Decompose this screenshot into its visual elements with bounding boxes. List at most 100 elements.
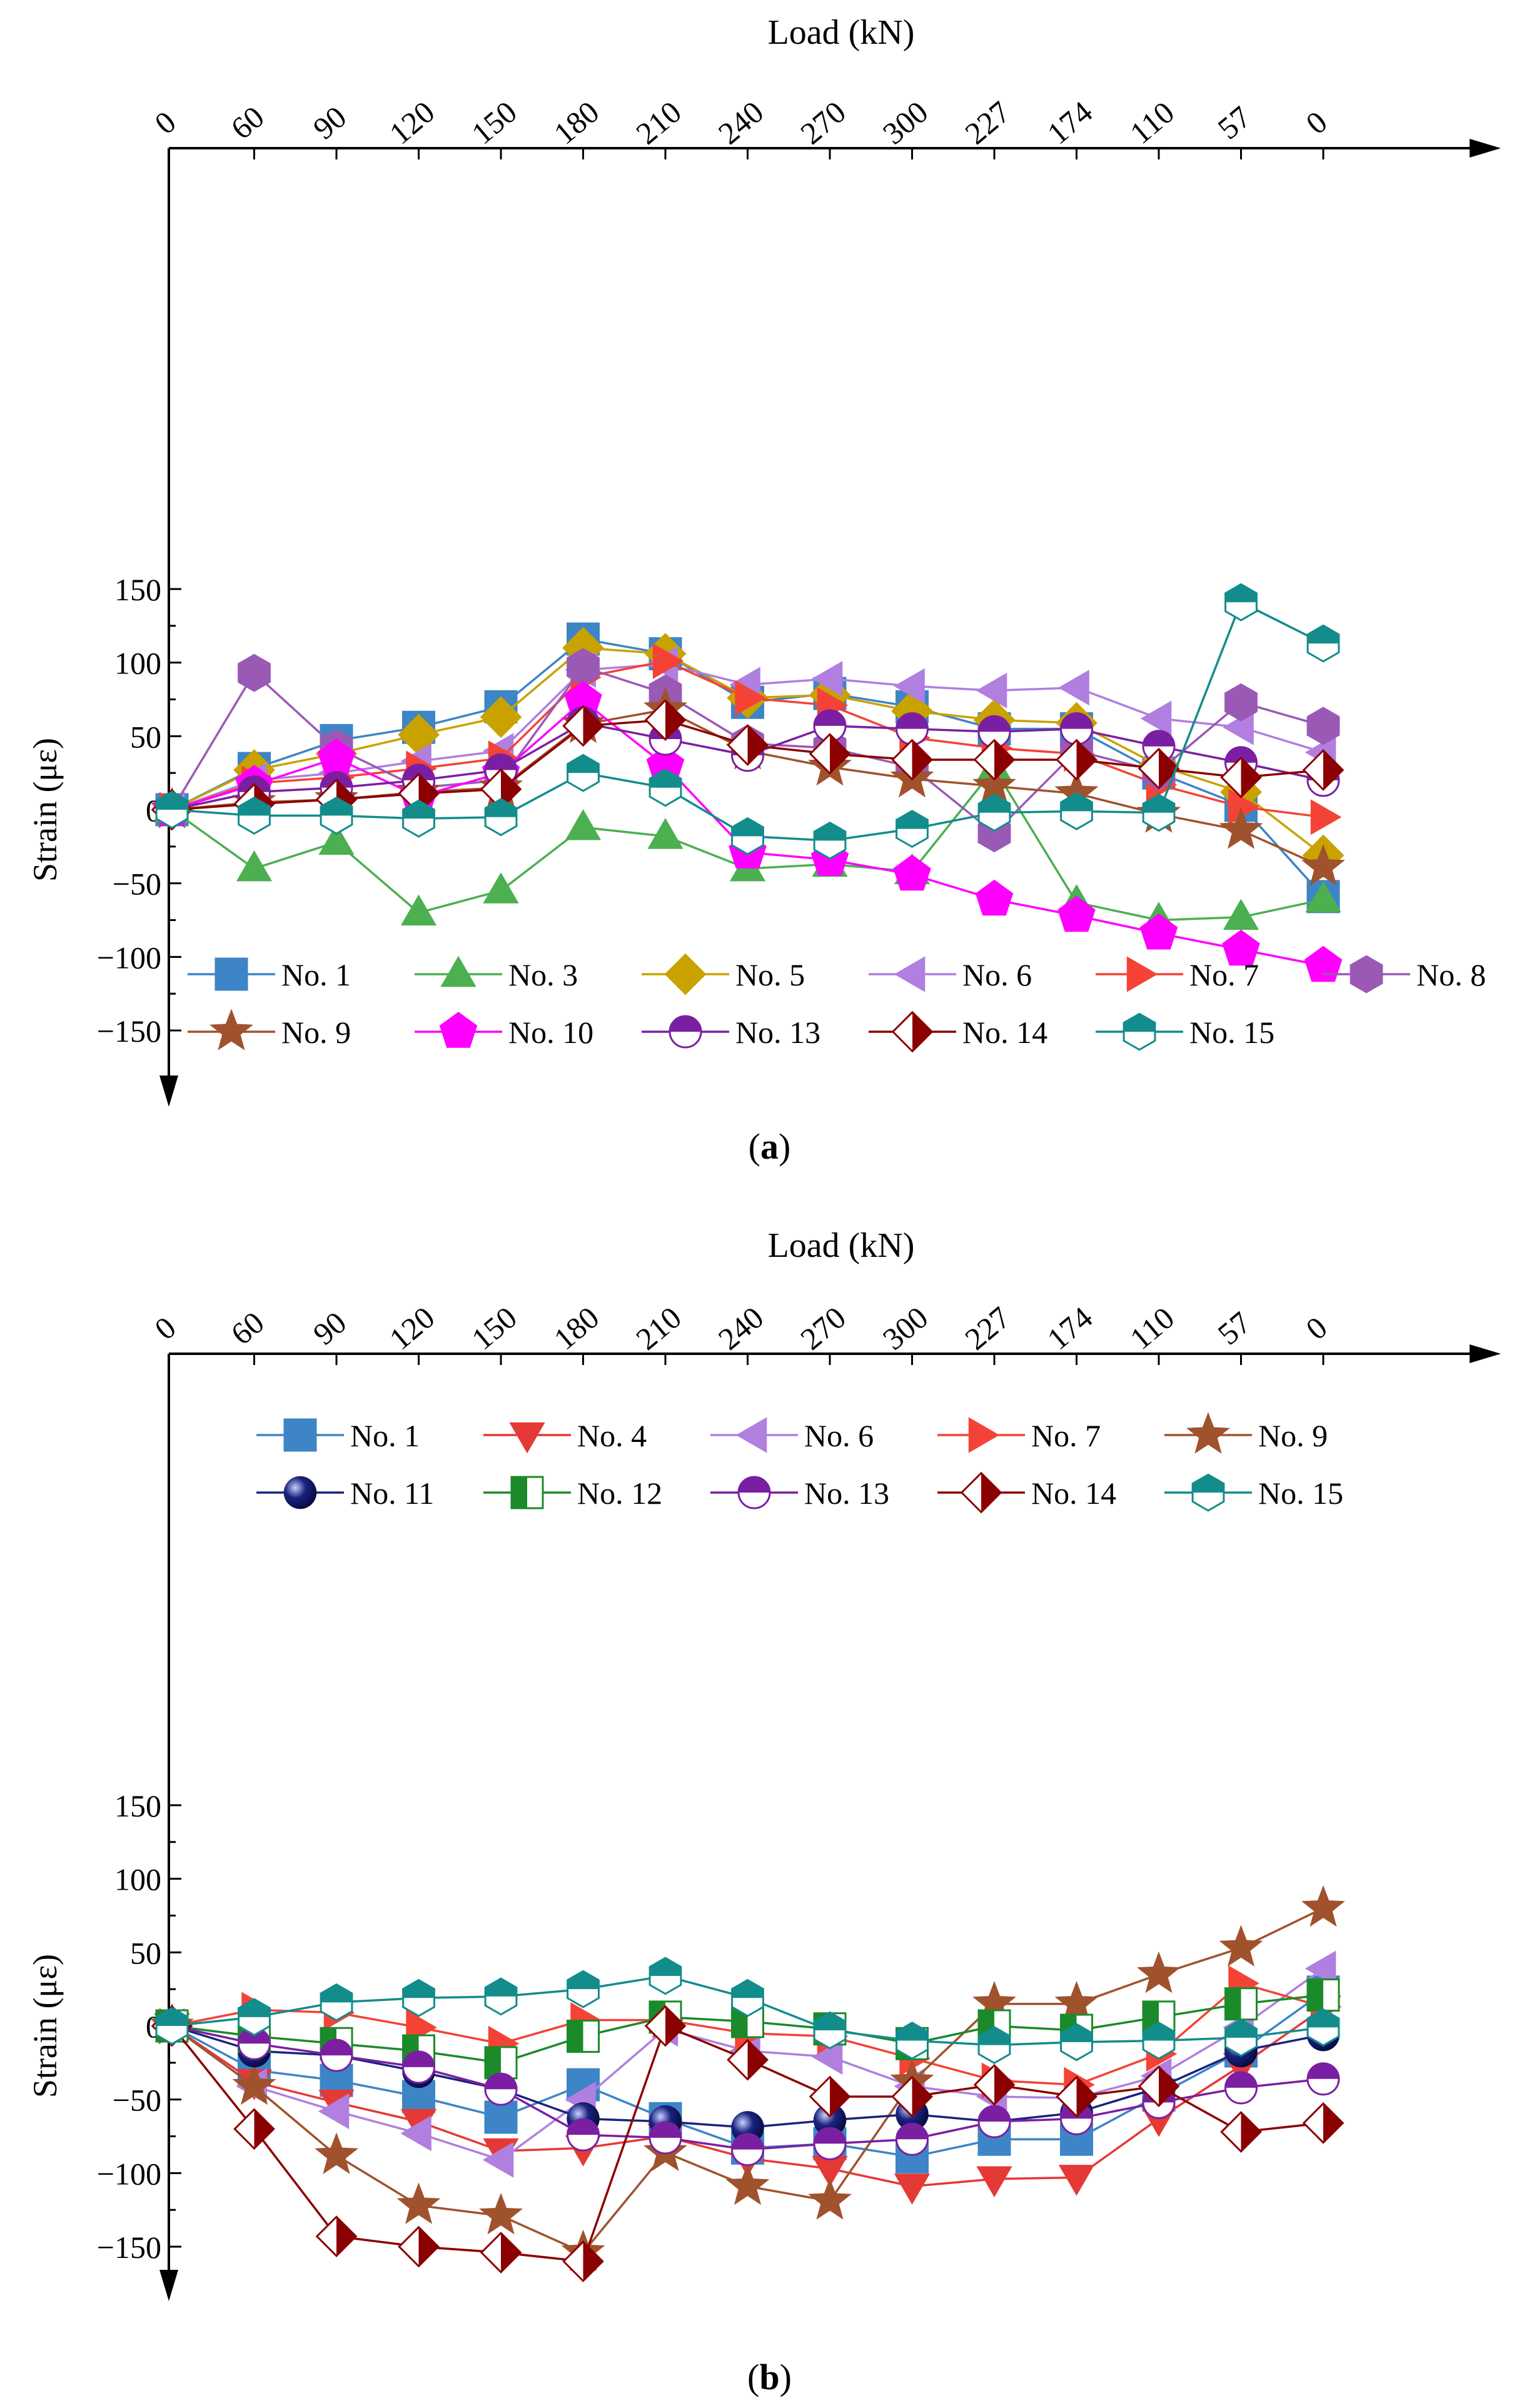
y-tick-label-a-4: −50 bbox=[113, 867, 161, 902]
data-point-b-no-15-11 bbox=[1060, 2023, 1093, 2062]
y-tick-label-a-5: −100 bbox=[97, 940, 161, 975]
data-point-b-no-13-5 bbox=[567, 2118, 600, 2152]
data-point-a-no-3-13 bbox=[1223, 899, 1259, 930]
legend-item-b-no-15: No. 15 bbox=[1164, 1473, 1343, 1512]
legend-item-a-no-14: No. 14 bbox=[869, 1010, 1047, 1053]
data-point-a-no-10-13 bbox=[1222, 929, 1260, 966]
legend-marker-a-no-8 bbox=[1350, 955, 1383, 994]
legend-label-a-no-14: No. 14 bbox=[962, 1015, 1047, 1050]
y-axis-label-a: Strain (με) bbox=[26, 738, 64, 882]
x-tick-label-a-7: 240 bbox=[712, 94, 770, 151]
data-point-a-no-14-6 bbox=[644, 699, 687, 741]
x-tick-label-b-0: 0 bbox=[148, 1309, 182, 1346]
legend-marker-a-no-7 bbox=[1126, 956, 1158, 992]
data-point-a-no-14-7 bbox=[727, 724, 769, 766]
legend-marker-b-no-7 bbox=[968, 1417, 1000, 1453]
legend-marker-b-no-11 bbox=[283, 1476, 317, 1509]
legend-marker-a-no-1 bbox=[214, 957, 248, 991]
data-point-a-no-14-13 bbox=[1220, 756, 1262, 798]
x-tick-label-b-6: 210 bbox=[629, 1299, 687, 1356]
data-point-b-no-13-13 bbox=[1224, 2071, 1258, 2105]
data-point-b-no-1-4 bbox=[484, 2100, 518, 2134]
x-tick-label-a-4: 150 bbox=[465, 94, 523, 151]
legend-item-a-no-10: No. 10 bbox=[415, 1012, 593, 1050]
legend-item-a-no-13: No. 13 bbox=[642, 1015, 820, 1050]
data-point-b-no-6-8 bbox=[811, 2038, 843, 2075]
legend-marker-b-no-14 bbox=[960, 1471, 1002, 1514]
x-tick-label-b-14: 0 bbox=[1299, 1309, 1333, 1346]
data-point-b-no-14-4 bbox=[480, 2232, 522, 2274]
data-point-b-no-4-9 bbox=[894, 2174, 931, 2205]
series-b-no-14 bbox=[151, 2005, 1345, 2282]
legend-marker-a-no-3 bbox=[440, 955, 477, 987]
legend-item-b-no-11: No. 11 bbox=[256, 1476, 434, 1511]
data-point-a-no-10-9 bbox=[893, 854, 931, 891]
data-point-a-no-15-7 bbox=[731, 817, 764, 855]
x-tick-label-b-7: 240 bbox=[712, 1299, 770, 1356]
data-point-a-no-15-5 bbox=[567, 753, 600, 792]
legend-label-a-no-1: No. 1 bbox=[281, 957, 351, 992]
legend-item-b-no-12: No. 12 bbox=[483, 1476, 662, 1511]
data-point-a-no-8-1 bbox=[238, 653, 271, 692]
data-point-a-no-15-9 bbox=[896, 810, 929, 849]
y-tick-label-a-0: 150 bbox=[114, 572, 161, 607]
data-point-a-no-6-9 bbox=[894, 668, 925, 704]
x-tick-label-b-11: 174 bbox=[1041, 1299, 1099, 1356]
data-point-b-no-14-8 bbox=[809, 2075, 851, 2118]
x-tick-label-b-12: 110 bbox=[1123, 1300, 1181, 1356]
panel-caption-b-letter: b bbox=[759, 2357, 780, 2397]
data-point-b-no-13-7 bbox=[731, 2133, 764, 2167]
legend-label-a-no-5: No. 5 bbox=[735, 957, 805, 992]
data-point-b-no-14-3 bbox=[398, 2225, 440, 2268]
data-point-b-no-15-6 bbox=[648, 1957, 682, 1995]
data-point-b-no-12-14 bbox=[1306, 1978, 1340, 2012]
data-point-b-no-14-7 bbox=[727, 2038, 769, 2081]
legend-marker-b-no-9 bbox=[1186, 1412, 1230, 1454]
legend-label-b-no-13: No. 13 bbox=[804, 1476, 889, 1511]
x-axis-arrow-b bbox=[1470, 1344, 1501, 1363]
data-point-b-no-12-7 bbox=[731, 2005, 764, 2038]
data-point-a-no-3-1 bbox=[236, 850, 273, 882]
data-point-a-no-14-5 bbox=[562, 705, 604, 747]
data-point-b-no-12-12 bbox=[1142, 2000, 1176, 2034]
data-point-a-no-8-5 bbox=[567, 648, 600, 687]
x-axis-label-a: Load (kN) bbox=[768, 13, 915, 52]
data-point-a-no-5-4 bbox=[480, 696, 522, 738]
series-b-no-15 bbox=[155, 1957, 1340, 2065]
data-point-b-no-13-2 bbox=[320, 2038, 353, 2072]
data-point-b-no-6-2 bbox=[318, 2093, 350, 2130]
chart-panel-b: 150 100 50 0 −50 −100 −150 0 60 90 120 150 180 210 240… bbox=[26, 1226, 1501, 2301]
legend-label-b-no-11: No. 11 bbox=[350, 1476, 434, 1511]
legend-label-a-no-10: No. 10 bbox=[508, 1015, 593, 1050]
series-a-no-15 bbox=[155, 583, 1340, 860]
data-point-a-no-6-10 bbox=[976, 672, 1007, 708]
data-point-a-no-14-11 bbox=[1056, 738, 1097, 781]
data-point-a-no-10-11 bbox=[1057, 895, 1096, 932]
data-point-b-no-15-5 bbox=[567, 1970, 600, 2008]
data-point-b-no-9-7 bbox=[725, 2163, 770, 2205]
data-point-b-no-11-8 bbox=[813, 2103, 847, 2137]
y-tick-label-b-5: −100 bbox=[97, 2156, 161, 2191]
data-point-a-no-9-13 bbox=[1219, 807, 1263, 849]
data-point-a-no-10-14 bbox=[1304, 945, 1343, 982]
data-point-b-no-9-11 bbox=[1054, 1980, 1099, 2023]
legend-label-b-no-1: No. 1 bbox=[350, 1418, 420, 1453]
x-tick-label-b-4: 150 bbox=[465, 1299, 523, 1356]
data-point-a-no-10-12 bbox=[1139, 913, 1178, 950]
data-point-a-no-15-14 bbox=[1306, 624, 1340, 663]
y-axis-arrow-a bbox=[159, 1076, 178, 1107]
data-point-a-no-8-14 bbox=[1306, 707, 1340, 745]
data-point-b-no-15-0 bbox=[155, 2007, 189, 2045]
x-tick-label-b-10: 227 bbox=[958, 1299, 1016, 1356]
data-point-a-no-14-9 bbox=[891, 738, 933, 781]
chart-panel-a: 150 100 50 0 −50 −100 −150 0 60 90 120 150 180 210 240… bbox=[26, 13, 1501, 1107]
data-point-a-no-14-10 bbox=[973, 738, 1016, 781]
data-point-b-no-13-9 bbox=[896, 2122, 929, 2156]
data-point-b-no-9-1 bbox=[232, 2063, 276, 2105]
data-point-a-no-7-7 bbox=[735, 680, 766, 716]
panel-caption-a: (a) bbox=[748, 1126, 791, 1167]
data-point-b-no-6-4 bbox=[482, 2142, 514, 2178]
panel-caption-a-letter: a bbox=[760, 1126, 779, 1167]
x-tick-label-b-5: 180 bbox=[547, 1299, 605, 1356]
legend-marker-b-no-6 bbox=[735, 1417, 767, 1453]
